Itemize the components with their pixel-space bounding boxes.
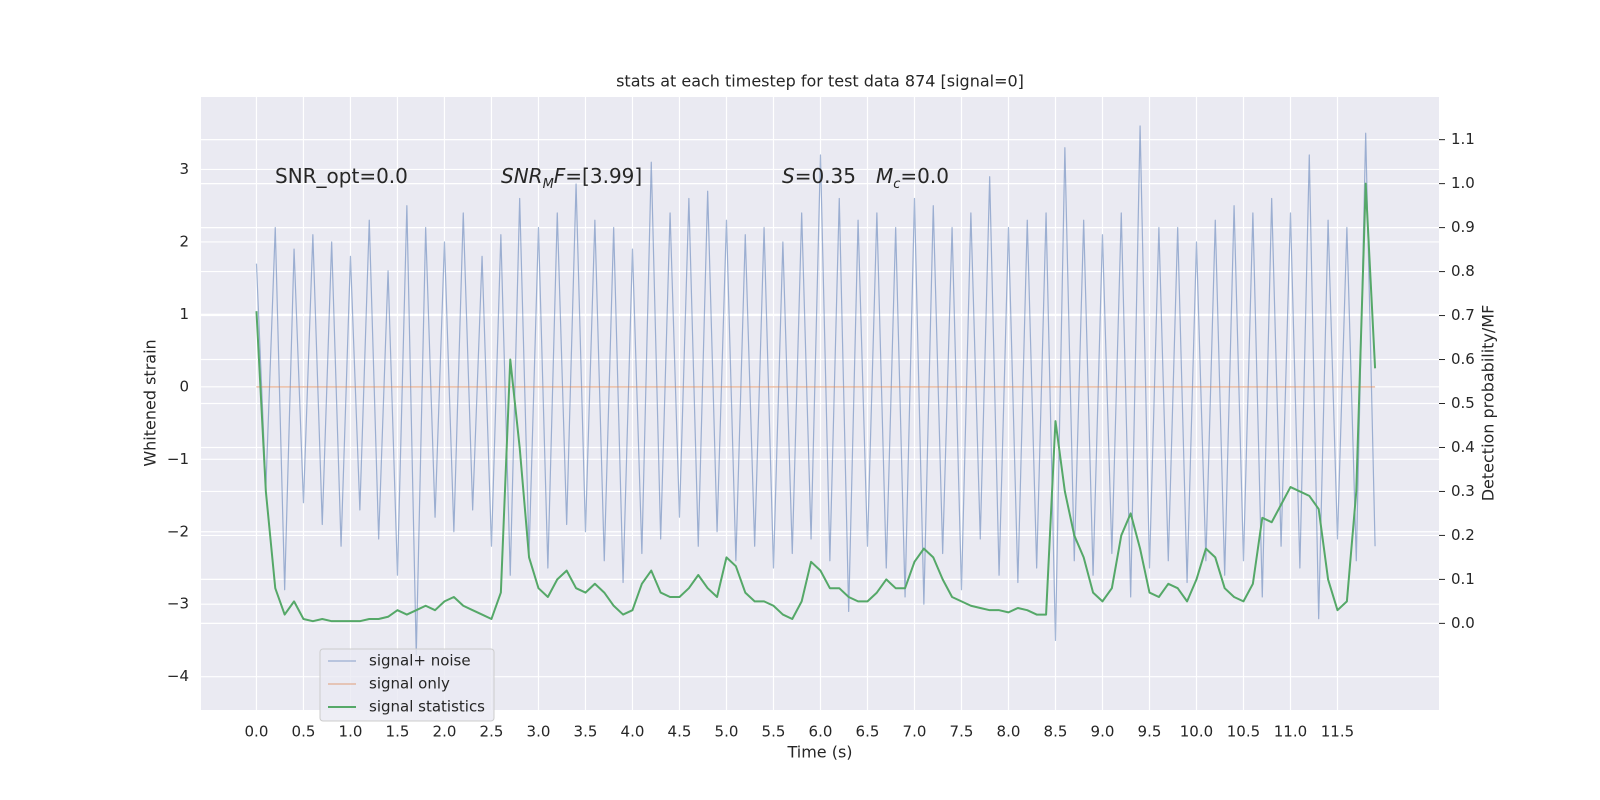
y2-tick-label: 0.2 (1451, 526, 1475, 544)
annotation-part: S (782, 164, 795, 188)
legend-label: signal only (369, 675, 450, 693)
x-tick-label: 3.0 (527, 723, 551, 741)
legend-label: signal+ noise (369, 652, 471, 670)
annotation: SNR_opt=0.0 (275, 164, 408, 188)
annotation-part: =[3.99] (565, 164, 642, 188)
y2-tick-label: 0.0 (1451, 614, 1475, 632)
annotation-part: =0.0 (900, 164, 949, 188)
annotation: S=0.35 (782, 164, 856, 188)
annotation-part: SNR_opt=0.0 (275, 164, 408, 188)
x-tick-label: 0.5 (292, 723, 316, 741)
x-tick-label: 4.5 (668, 723, 692, 741)
x-tick-label: 6.0 (809, 723, 833, 741)
y2-tick-label: 0.8 (1451, 262, 1475, 280)
y2-tick-label: 0.5 (1451, 394, 1475, 412)
x-tick-label: 3.5 (574, 723, 598, 741)
y-tick-label: −3 (167, 595, 189, 613)
annotation: SNRMF=[3.99] (501, 164, 642, 193)
annotation-part: SNR (501, 164, 543, 188)
y2-tick-label: 1.1 (1451, 130, 1475, 148)
y2-tick-label: 0.3 (1451, 482, 1475, 500)
y-tick-label: −4 (167, 667, 189, 685)
legend-label: signal statistics (369, 698, 485, 716)
x-tick-label: 0.0 (245, 723, 269, 741)
x-tick-label: 9.0 (1091, 723, 1115, 741)
y2-tick-label: 0.7 (1451, 306, 1475, 324)
y2-tick-label: 0.6 (1451, 350, 1475, 368)
annotation-part: M (876, 164, 893, 188)
x-tick-label: 9.5 (1138, 723, 1162, 741)
y2-tick-label: 0.9 (1451, 218, 1475, 236)
x-tick-label: 10.0 (1180, 723, 1213, 741)
y2-tick-label: 1.0 (1451, 174, 1475, 192)
y-tick-label: −2 (167, 522, 189, 540)
x-tick-label: 11.0 (1274, 723, 1307, 741)
x-tick-label: 5.5 (762, 723, 786, 741)
legend-box (319, 648, 495, 722)
x-tick-label: 7.0 (903, 723, 927, 741)
data-line (255, 182, 1377, 623)
annotation-part: F (554, 164, 566, 188)
annotation: Mc=0.0 (876, 164, 949, 193)
data-line (255, 125, 1376, 656)
y2-axis-label: Detection probability/MF (1479, 305, 1498, 502)
y-tick-label: −1 (167, 450, 189, 468)
x-tick-label: 8.0 (997, 723, 1021, 741)
y-tick-label: 1 (179, 305, 189, 323)
x-axis-label: Time (s) (786, 743, 852, 762)
x-tick-label: 11.5 (1321, 723, 1354, 741)
x-tick-label: 2.5 (480, 723, 504, 741)
y2-tick-label: 0.1 (1451, 570, 1475, 588)
x-tick-label: 1.0 (339, 723, 363, 741)
y-tick-label: 0 (179, 377, 189, 395)
annotation-part: M (543, 177, 554, 192)
x-tick-label: 2.0 (433, 723, 457, 741)
x-tick-label: 5.0 (715, 723, 739, 741)
x-tick-label: 6.5 (856, 723, 880, 741)
y-tick-label: 3 (179, 160, 189, 178)
y-tick-label: 2 (179, 232, 189, 250)
x-tick-label: 4.0 (621, 723, 645, 741)
y-axis-label: Whitened strain (141, 339, 160, 466)
annotation-part: c (893, 177, 900, 192)
x-tick-label: 7.5 (950, 723, 974, 741)
annotation-part: =0.35 (795, 164, 856, 188)
y2-tick-label: 0.4 (1451, 438, 1475, 456)
x-tick-label: 8.5 (1044, 723, 1068, 741)
x-tick-label: 1.5 (386, 723, 410, 741)
chart-title: stats at each timestep for test data 874… (616, 72, 1024, 91)
x-tick-label: 10.5 (1227, 723, 1260, 741)
